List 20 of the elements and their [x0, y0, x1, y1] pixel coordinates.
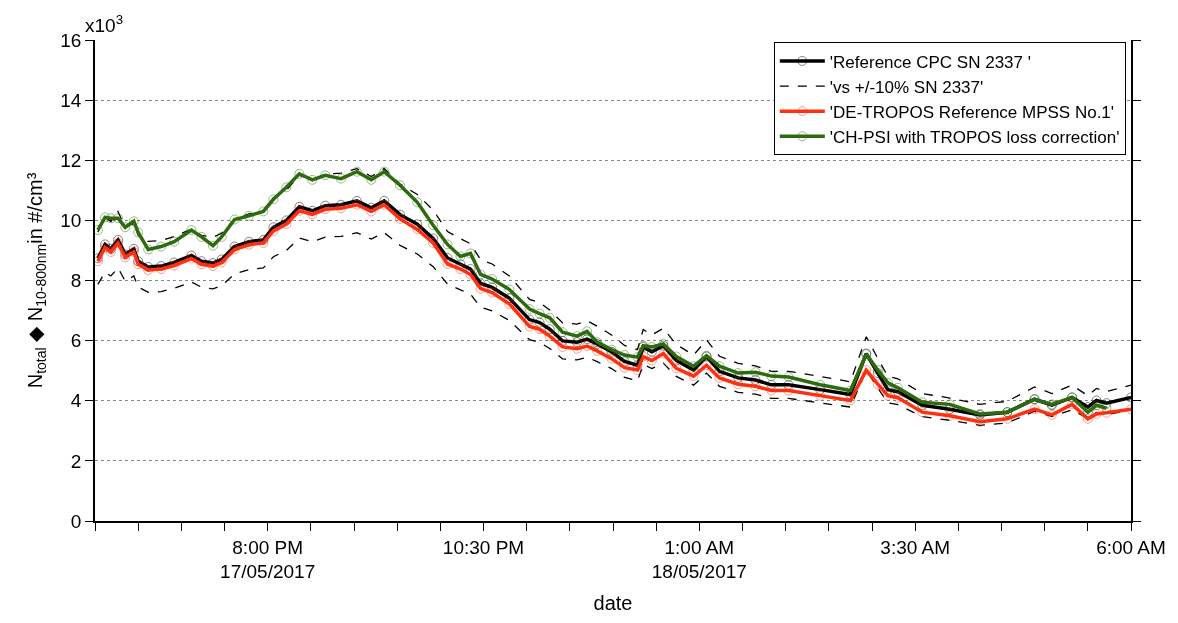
y-tick-label: 4: [70, 390, 82, 412]
legend-label: 'Reference CPC SN 2337 ': [829, 52, 1031, 72]
x-tick-label: 3:30 AM: [880, 536, 951, 558]
x-axis-title: date: [593, 592, 633, 615]
x-tick-label: 8:00 PM 17/05/2017: [220, 536, 316, 583]
x-tick-label: 1:00 AM 18/05/2017: [651, 536, 747, 583]
y-tick-label: 14: [60, 89, 82, 111]
legend-label: 'DE-TROPOS Reference MPSS No.1': [829, 102, 1115, 122]
y-tick-label: 12: [60, 149, 82, 171]
legend-label: 'CH-PSI with TROPOS loss correction': [829, 127, 1120, 147]
y-tick-label: 6: [70, 330, 82, 352]
y-tick-label: 2: [70, 450, 82, 472]
y-tick-label: 8: [70, 270, 82, 292]
x-tick-label: 10:30 PM: [442, 536, 525, 558]
y-tick-label: 10: [60, 210, 82, 232]
y-tick-label: 0: [70, 510, 82, 532]
x-tick-label: 6:00 AM: [1096, 536, 1166, 558]
y-tick-label: 16: [60, 29, 82, 51]
legend-label: 'vs +/-10% SN 2337': [829, 77, 984, 97]
text: x10$^{3}$: [85, 12, 124, 36]
